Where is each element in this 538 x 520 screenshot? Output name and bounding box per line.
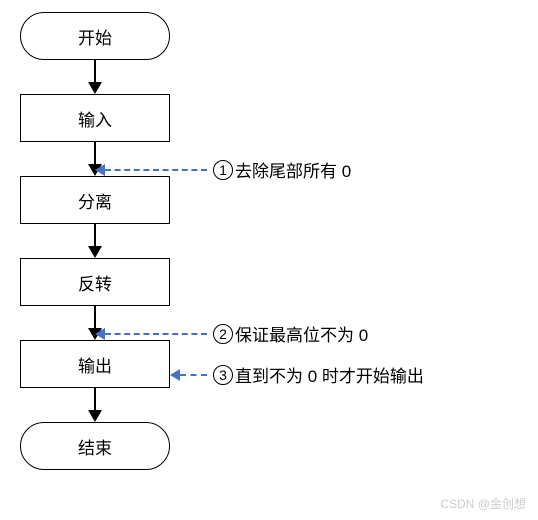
annotation-2-label: 保证最高位不为 0 (235, 321, 368, 346)
arrow-5 (20, 388, 170, 422)
annotation-2-text: 2 保证最高位不为 0 (213, 321, 368, 346)
watermark: CSDN @金创想 (440, 495, 526, 512)
node-input: 输入 (20, 94, 170, 142)
arrow-3 (20, 224, 170, 258)
annotation-1-text: 1 去除尾部所有 0 (213, 157, 351, 182)
node-input-label: 输入 (78, 106, 112, 131)
node-reverse: 反转 (20, 258, 170, 306)
node-reverse-label: 反转 (78, 270, 112, 295)
node-end: 结束 (20, 422, 170, 470)
annotation-3-num: 3 (213, 365, 233, 385)
dashed-arrow-icon (105, 333, 207, 335)
node-output-label: 输出 (78, 352, 112, 377)
node-output: 输出 (20, 340, 170, 388)
annotation-2-num: 2 (213, 324, 233, 344)
arrow-1 (20, 60, 170, 94)
annotation-1-label: 去除尾部所有 0 (235, 157, 351, 182)
annotation-2: 2 保证最高位不为 0 (105, 321, 368, 346)
annotation-3-label: 直到不为 0 时才开始输出 (235, 362, 424, 387)
node-start-label: 开始 (78, 24, 112, 49)
node-start: 开始 (20, 12, 170, 60)
dashed-arrow-icon (105, 169, 207, 171)
annotation-1-num: 1 (213, 160, 233, 180)
annotation-3: 3 直到不为 0 时才开始输出 (180, 362, 424, 387)
dashed-arrow-icon (180, 374, 207, 376)
annotation-3-text: 3 直到不为 0 时才开始输出 (213, 362, 424, 387)
flowchart-container: 开始 输入 分离 反转 输出 结束 (20, 12, 170, 470)
node-end-label: 结束 (78, 434, 112, 459)
node-separate-label: 分离 (78, 188, 112, 213)
node-separate: 分离 (20, 176, 170, 224)
annotation-1: 1 去除尾部所有 0 (105, 157, 351, 182)
